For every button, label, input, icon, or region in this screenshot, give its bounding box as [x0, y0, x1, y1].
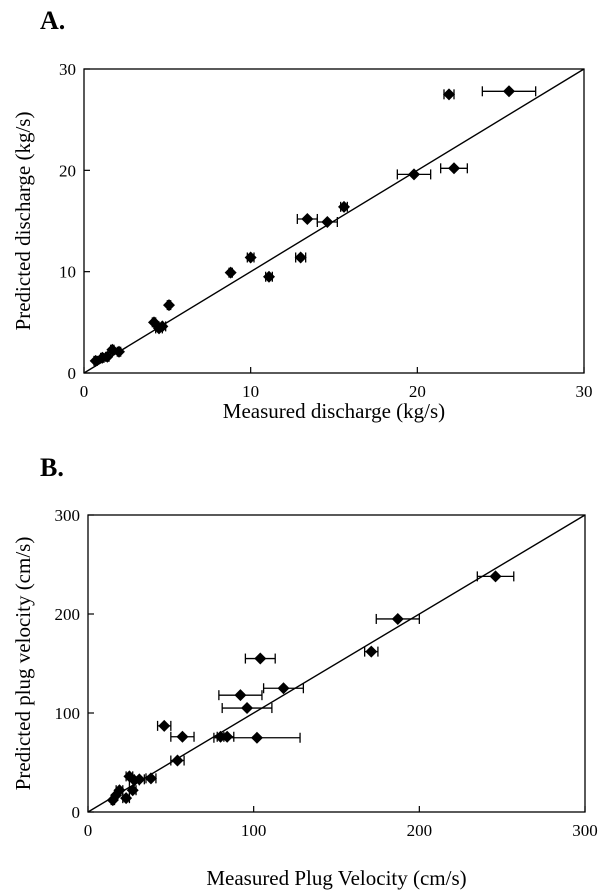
plot-frame-a	[83, 68, 585, 374]
y-tick-label: 300	[55, 506, 81, 525]
y-tick-label: 200	[55, 605, 81, 624]
data-point	[244, 251, 257, 264]
data-point	[120, 792, 133, 805]
data-point	[250, 731, 263, 744]
data-point	[221, 730, 234, 743]
chart-b: 0 100 200 300 0 100 200 300 Measured Plug Veloci…	[11, 506, 598, 890]
x-tick-label: 20	[409, 382, 426, 401]
y-tick-label: 100	[55, 704, 81, 723]
x-axis-label-b: Measured Plug Velocity (cm/s)	[206, 866, 466, 890]
data-point	[321, 216, 334, 229]
panel-b-label: B.	[40, 453, 64, 482]
data-point	[338, 200, 350, 213]
data-point	[156, 320, 169, 333]
data-point	[126, 784, 139, 797]
data-point	[254, 652, 267, 665]
y-tick-label: 10	[59, 263, 76, 282]
x-tick-label: 300	[572, 821, 598, 840]
data-point	[503, 85, 515, 98]
data-point	[171, 754, 184, 767]
x-tick-label: 0	[80, 382, 89, 401]
chart-a: 0 10 20 30 0 10 20 30 Measured discharge (kg/s) P…	[11, 60, 593, 423]
x-tick-label: 0	[84, 821, 93, 840]
data-point	[113, 345, 125, 358]
y-tick-label: 0	[68, 364, 77, 383]
data-point	[176, 730, 189, 743]
x-tick-label: 100	[241, 821, 267, 840]
data-point	[144, 772, 157, 785]
y-axis-label-a: Predicted discharge (kg/s)	[11, 112, 35, 331]
panel-a-label: A.	[40, 6, 66, 35]
identity-line-a	[83, 68, 585, 374]
data-point	[234, 689, 247, 702]
x-tick-label: 30	[576, 382, 593, 401]
x-axis-label-a: Measured discharge (kg/s)	[223, 399, 445, 423]
data-point	[163, 299, 175, 312]
y-axis-label-b: Predicted plug velocity (cm/s)	[11, 537, 35, 791]
x-tick-label: 10	[242, 382, 259, 401]
plot-frame-b	[87, 514, 586, 813]
data-point	[365, 645, 378, 658]
data-point	[263, 270, 275, 283]
identity-line-b	[87, 514, 586, 813]
data-point	[443, 88, 455, 101]
data-point	[408, 168, 420, 181]
data-point	[489, 570, 502, 583]
x-tick-label: 200	[407, 821, 433, 840]
data-point	[294, 251, 307, 264]
data-point	[277, 682, 290, 695]
data-point	[391, 612, 404, 625]
data-point	[301, 212, 314, 225]
data-point	[133, 773, 146, 786]
data-point	[241, 702, 254, 715]
data-point	[224, 266, 237, 279]
y-tick-label: 30	[59, 60, 76, 79]
data-point	[448, 162, 460, 175]
y-tick-label: 0	[72, 803, 81, 822]
data-point	[158, 719, 171, 732]
y-tick-label: 20	[59, 161, 76, 180]
